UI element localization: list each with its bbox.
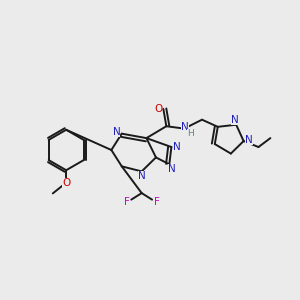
Text: F: F <box>154 197 160 207</box>
Text: F: F <box>124 197 130 207</box>
Text: N: N <box>112 127 120 137</box>
Text: N: N <box>182 122 189 132</box>
Text: N: N <box>168 164 176 174</box>
Text: N: N <box>231 115 239 125</box>
Text: O: O <box>62 178 70 188</box>
Text: H: H <box>187 130 194 139</box>
Text: N: N <box>138 171 146 181</box>
Text: N: N <box>245 135 253 145</box>
Text: O: O <box>154 104 162 114</box>
Text: N: N <box>173 142 181 152</box>
